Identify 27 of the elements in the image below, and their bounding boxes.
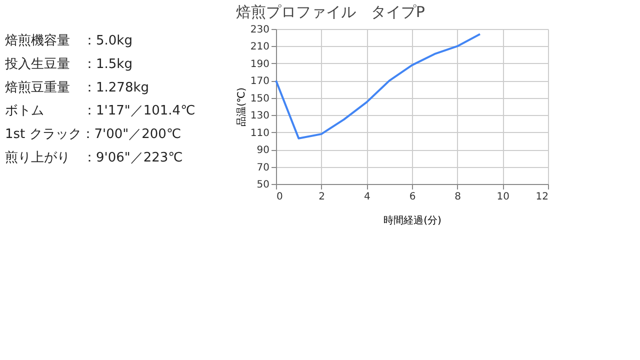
x-tick-label: 6 [409,192,416,202]
text: 1st クラック：7'00"／200℃ [5,127,182,142]
text: 投入生豆量 ：1.5kg [4,57,132,72]
y-tick-label: 130 [250,110,270,122]
text: 煎り上がり ：9'06"／223℃ [5,149,183,166]
y-tick-label: 150 [250,93,270,104]
x-tick-label: 4 [364,192,370,202]
line-series [275,33,481,140]
text: 焙煎豆重量 ：1.278kg [5,79,149,96]
x-tick-label: 8 [454,192,462,202]
y-tick-label: 190 [250,58,270,70]
text: 焙煎機容量 ：5.0kg [5,32,132,49]
x-tick-label: 12 [536,192,548,202]
y-tick-label: 90 [256,145,270,156]
y-tick-label: 210 [250,42,270,53]
chart-title: 焙煎プロファイル タイプP [236,3,425,21]
x-tick-label: 10 [496,192,510,202]
y-tick-label: 170 [250,76,270,88]
y-tick-label: 230 [250,24,270,36]
y-tick-label: 50 [256,180,270,190]
y-axis-title: 品温(℃) [235,87,248,127]
text: ボトム ：1'17"／101.4℃ [5,104,196,119]
y-tick-label: 110 [250,128,270,139]
x-tick-label: 2 [318,192,326,202]
x-axis-title: 時間経過(分) [384,214,442,226]
y-tick-label: 70 [256,162,270,174]
x-tick-label: 0 [276,192,283,202]
